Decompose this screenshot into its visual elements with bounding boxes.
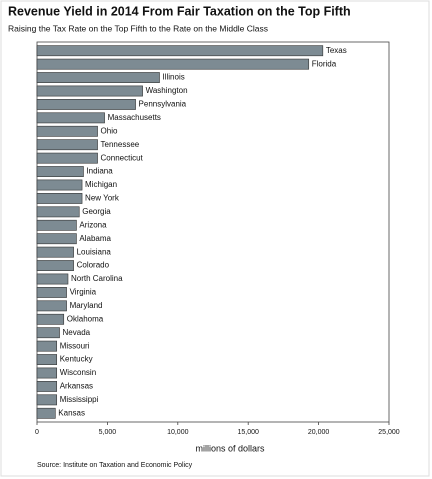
bar-label: Massachusetts <box>108 113 161 122</box>
x-tick-label: 15,000 <box>237 429 259 436</box>
bar <box>36 193 83 204</box>
bar-label: Indiana <box>86 167 113 176</box>
bar-label: Michigan <box>85 180 117 189</box>
bar-label: Arizona <box>79 220 107 229</box>
bar <box>36 381 58 392</box>
bar <box>36 219 77 231</box>
bar <box>36 166 84 177</box>
bar <box>36 85 143 97</box>
bar-label: Georgia <box>82 207 111 216</box>
bar <box>36 99 136 110</box>
x-tick-label: 20,000 <box>308 429 330 436</box>
bar-label: Arkansas <box>60 382 93 391</box>
bar <box>36 112 105 124</box>
bar-label: Pennsylvania <box>139 100 187 109</box>
bar-label: Louisiana <box>77 247 112 256</box>
bar-label: Virginia <box>70 288 97 297</box>
bar-label: Illinois <box>162 73 184 82</box>
bar <box>36 233 77 245</box>
bar-label: Maryland <box>70 301 103 310</box>
bar-label: Connecticut <box>101 153 144 162</box>
x-tick-label: 5,000 <box>99 429 117 436</box>
source: Source: Institute on Taxation and Econom… <box>37 462 193 469</box>
bar-label: North Carolina <box>71 274 123 283</box>
x-tick-label: 10,000 <box>167 429 189 436</box>
bar-label: Florida <box>312 59 337 68</box>
bar-label: Missouri <box>60 341 90 350</box>
bar <box>36 354 58 365</box>
bar-label: Ohio <box>101 126 118 135</box>
bar <box>36 246 74 258</box>
bar <box>36 152 98 164</box>
bar-label: Nevada <box>63 328 91 337</box>
bar <box>36 58 310 70</box>
bar <box>36 407 56 419</box>
bar-label: Texas <box>326 46 347 55</box>
x-tick-label: 0 <box>35 429 39 436</box>
bar-label: New York <box>85 194 120 203</box>
bar <box>36 300 67 312</box>
bar <box>36 206 80 218</box>
bar <box>36 327 60 339</box>
bar-label: Alabama <box>79 234 111 243</box>
bar-label: Kansas <box>58 408 85 417</box>
x-axis-label: millions of dollars <box>195 443 265 453</box>
bar <box>36 260 74 271</box>
plot-frame <box>36 41 390 423</box>
bar-label: Washington <box>146 86 188 95</box>
bar <box>36 139 98 151</box>
bar <box>36 125 98 137</box>
bar <box>36 273 69 285</box>
bar <box>36 340 58 352</box>
x-tick-label: 25,000 <box>378 429 400 436</box>
bar-label: Kentucky <box>60 355 93 364</box>
bar-label: Wisconsin <box>60 368 96 377</box>
bar-label: Oklahoma <box>67 314 104 323</box>
bar <box>36 45 324 57</box>
bar-label: Mississippi <box>60 395 99 404</box>
bar <box>36 72 160 83</box>
bar-label: Colorado <box>77 261 110 270</box>
bar <box>36 179 83 191</box>
bar-label: Tennessee <box>101 140 140 149</box>
chart-title: Revenue Yield in 2014 From Fair Taxation… <box>8 4 351 18</box>
chart-subtitle: Raising the Tax Rate on the Top Fifth to… <box>8 23 268 33</box>
bar <box>36 367 58 379</box>
bar <box>36 287 67 298</box>
bar <box>36 313 65 325</box>
bar <box>36 394 58 406</box>
